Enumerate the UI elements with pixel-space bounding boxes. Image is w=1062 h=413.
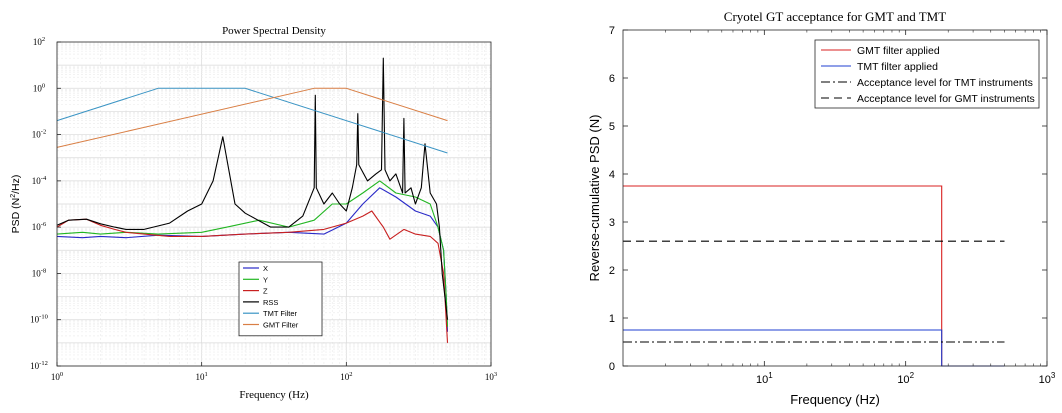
legend-label: Acceptance level for TMT instruments <box>857 77 1033 89</box>
acceptance-chart: 101 102 103 0 1 2 3 4 5 6 7 Cryotel GT acceptance … <box>587 9 1056 407</box>
legend-label: X <box>263 264 268 273</box>
legend-label: Z <box>263 287 268 296</box>
x-tick-label: 100 <box>51 371 63 382</box>
psd-chart: 100 101 102 103 10-12 10-10 10-8 10-6 10-4 10-2 10… <box>10 25 497 401</box>
series-line-gmt-filter <box>56 87 448 148</box>
chart-title: Cryotel GT acceptance for GMT and TMT <box>724 9 946 24</box>
x-axis-label: Frequency (Hz) <box>790 392 880 407</box>
legend-box <box>238 261 323 337</box>
y-tick-label: 0 <box>609 361 615 373</box>
x-tick-label: 102 <box>897 371 914 386</box>
series-line-z <box>56 210 449 343</box>
y-tick-label: 1 <box>609 313 615 325</box>
y-tick-label: 7 <box>609 25 615 37</box>
y-tick-label: 3 <box>609 217 615 229</box>
x-tick-label: 101 <box>756 371 773 386</box>
series-line-tmt-filter <box>56 87 448 154</box>
x-tick-label: 103 <box>1039 371 1056 386</box>
y-tick-label: 4 <box>609 169 615 181</box>
legend-label: Y <box>263 275 268 284</box>
legend-box <box>814 39 1040 109</box>
y-tick-label: 100 <box>33 82 45 93</box>
legend-label: RSS <box>263 298 278 307</box>
y-tick-label: 10-2 <box>32 129 46 140</box>
y-axis-label: Reverse-cumulative PSD (N) <box>587 115 602 282</box>
y-tick-label: 6 <box>609 73 615 85</box>
x-tick-label: 103 <box>485 371 497 382</box>
legend: GMT filter applied TMT filter applied Acce… <box>814 39 1040 109</box>
legend-label: Acceptance level for GMT instruments <box>857 93 1035 105</box>
axis-ticks: 101 102 103 0 1 2 3 4 5 6 7 <box>609 25 1056 386</box>
y-tick-label: 5 <box>609 121 615 133</box>
plot-border <box>56 41 492 367</box>
axis-ticks: 100 101 102 103 10-12 10-10 10-8 10-6 10-4 10-2 10… <box>30 36 497 382</box>
y-tick-label: 102 <box>33 36 45 47</box>
y-axis-label: PSD (N2/Hz) <box>10 175 22 234</box>
legend: XYZ RSS TMT Filter GMT Filter <box>238 261 323 337</box>
x-axis-label: Frequency (Hz) <box>239 389 309 401</box>
y-tick-label: 10-10 <box>30 314 48 325</box>
legend-label: GMT Filter <box>263 321 299 330</box>
x-tick-label: 102 <box>340 371 352 382</box>
y-tick-label: 2 <box>609 265 615 277</box>
x-tick-label: 101 <box>196 371 208 382</box>
y-tick-label: 10-12 <box>30 360 48 371</box>
y-tick-label: 10-4 <box>32 175 47 186</box>
legend-label: TMT filter applied <box>857 61 938 73</box>
series-line-rss <box>56 57 449 320</box>
legend-label: TMT Filter <box>263 309 298 318</box>
y-tick-label: 10-6 <box>32 221 47 232</box>
series-group <box>56 57 449 343</box>
chart-title: Power Spectral Density <box>222 25 326 37</box>
plot-border <box>622 29 1048 367</box>
legend-label: GMT filter applied <box>857 45 940 57</box>
y-tick-label: 10-8 <box>32 267 46 278</box>
